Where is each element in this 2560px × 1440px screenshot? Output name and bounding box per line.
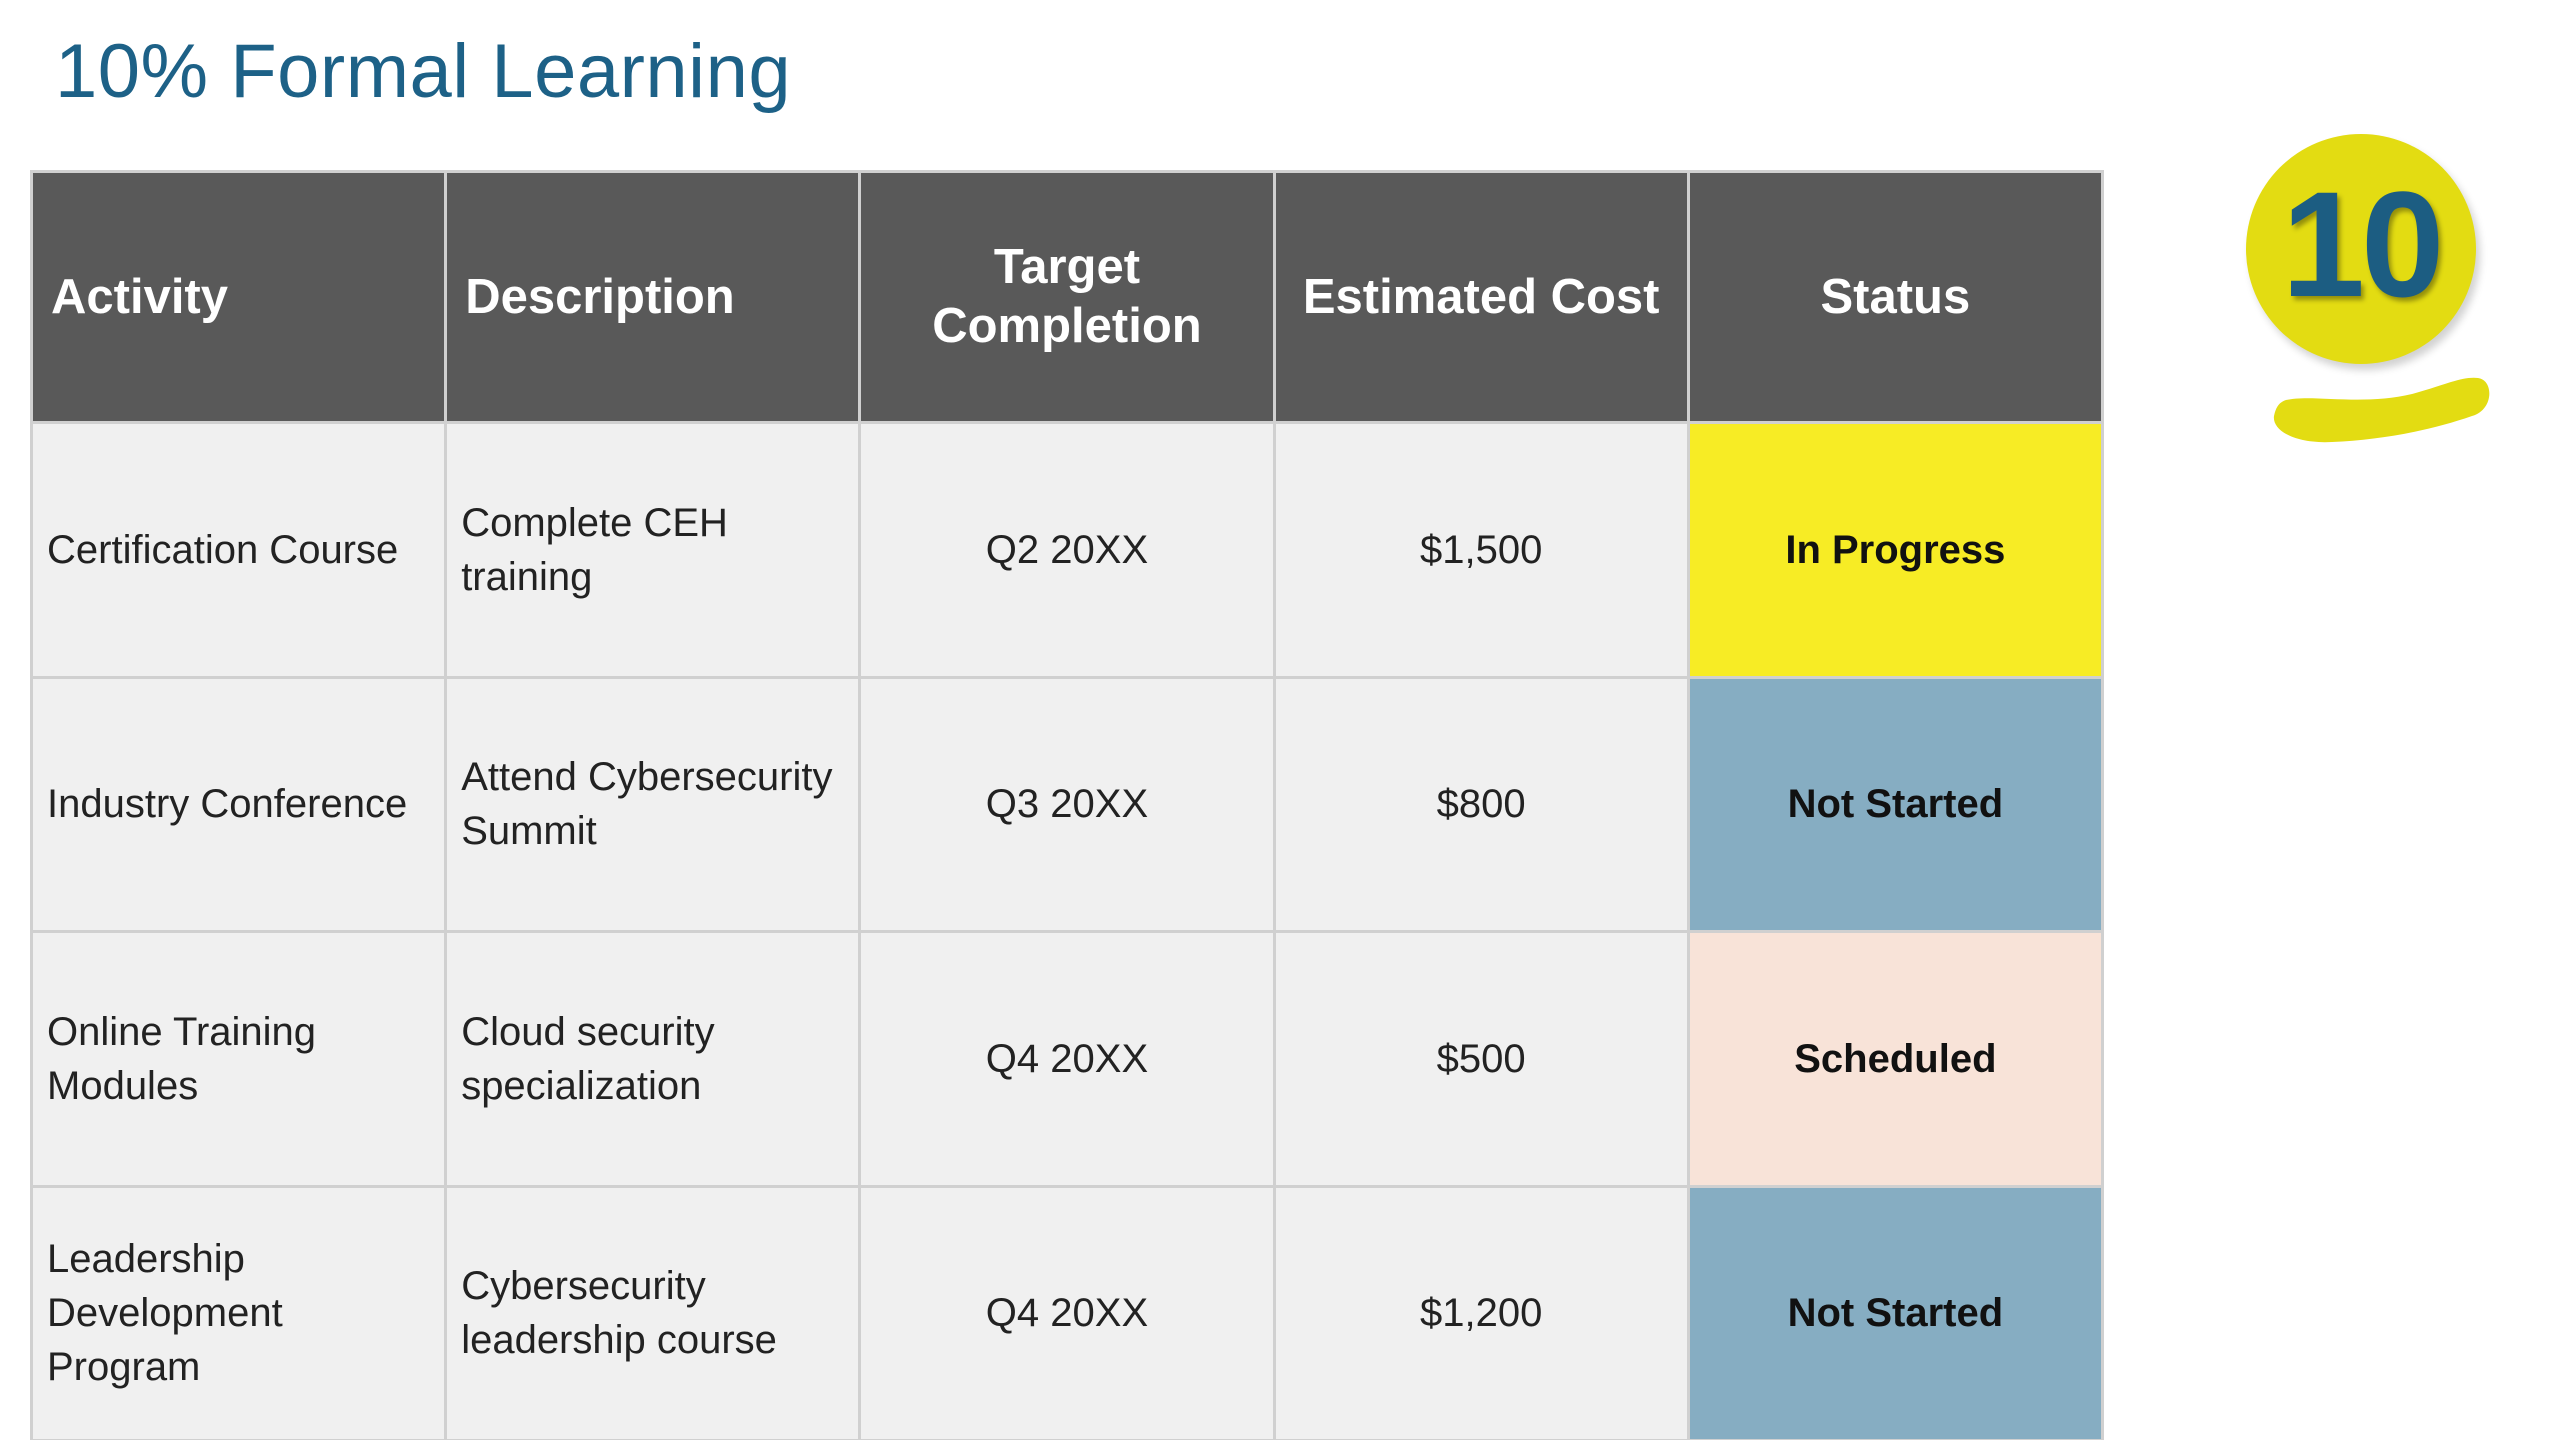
cell-description: Cybersecurity leadership course [444, 1184, 862, 1440]
cell-description: Cloud security specialization [444, 930, 862, 1188]
table-row: Certification Course Complete CEH traini… [29, 421, 2105, 679]
cell-target-completion: Q3 20XX [858, 675, 1276, 933]
cell-status: Scheduled [1686, 930, 2105, 1188]
number-badge: 10 [2281, 160, 2445, 328]
cell-status: Not Started [1686, 1184, 2105, 1440]
cell-estimated-cost: $1,500 [1272, 421, 1690, 679]
table-row: Leadership Development Program Cybersecu… [29, 1184, 2105, 1440]
number-badge-circle [2246, 134, 2476, 364]
cell-target-completion: Q4 20XX [858, 930, 1276, 1188]
table-header-row: Activity Description Target Completion E… [29, 170, 2105, 424]
cell-activity: Online Training Modules [29, 930, 448, 1188]
slide-title: 10% Formal Learning [55, 29, 792, 114]
cell-estimated-cost: $500 [1272, 930, 1690, 1188]
cell-activity: Industry Conference [29, 675, 448, 933]
header-estimated-cost: Estimated Cost [1272, 170, 1690, 424]
cell-target-completion: Q4 20XX [858, 1184, 1276, 1440]
table-row: Online Training Modules Cloud security s… [29, 930, 2105, 1188]
header-target-completion: Target Completion [858, 170, 1276, 424]
cell-description: Complete CEH training [444, 421, 862, 679]
cell-activity: Leadership Development Program [29, 1184, 448, 1440]
learning-plan-table: Activity Description Target Completion E… [29, 170, 2105, 1440]
table-row: Industry Conference Attend Cybersecurity… [29, 675, 2105, 933]
cell-estimated-cost: $1,200 [1272, 1184, 1690, 1440]
header-status: Status [1686, 170, 2105, 424]
cell-target-completion: Q2 20XX [858, 421, 1276, 679]
cell-estimated-cost: $800 [1272, 675, 1690, 933]
header-description: Description [444, 170, 862, 424]
cell-status: In Progress [1686, 421, 2105, 679]
cell-status: Not Started [1686, 675, 2105, 933]
swoosh-decoration [2273, 377, 2490, 443]
header-activity: Activity [29, 170, 448, 424]
cell-activity: Certification Course [29, 421, 448, 679]
cell-description: Attend Cybersecurity Summit [444, 675, 862, 933]
